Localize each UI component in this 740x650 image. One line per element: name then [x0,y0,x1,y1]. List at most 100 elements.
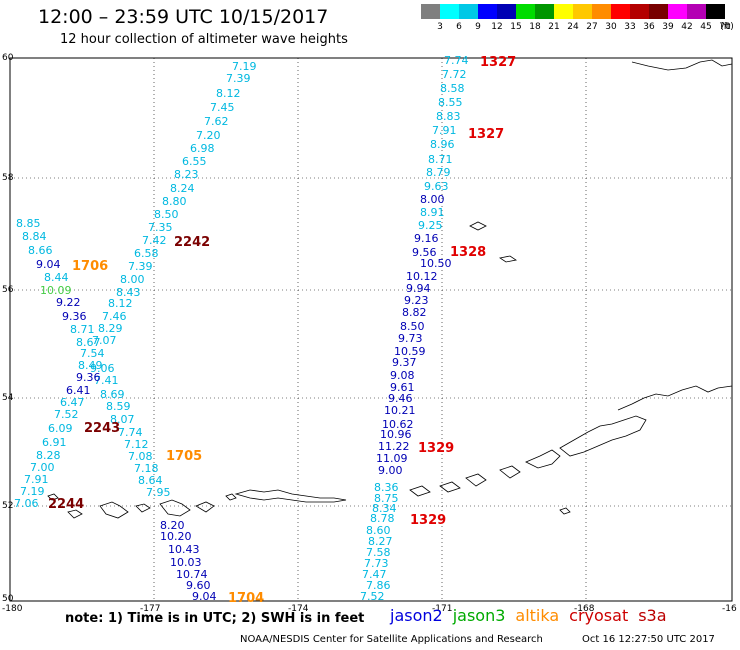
lat-tick-label: 60 [2,53,14,63]
pass-time-label: 1327 [480,55,516,70]
lon-tick-label: -180 [2,604,23,614]
legend-tick: 42 [681,22,693,32]
wave-height-label: 7.35 [148,221,173,234]
coastline-segment [234,489,347,503]
wave-height-label: 8.49 [78,359,103,372]
wave-height-label: 7.91 [432,124,457,137]
wave-height-label: 8.28 [36,449,61,462]
wave-height-label: 7.00 [30,461,55,474]
wave-height-label: 9.73 [398,332,423,345]
wave-height-label: 7.19 [20,485,45,498]
wave-height-label: 7.20 [196,129,221,142]
legend-swatch [421,4,440,19]
coastline-segment [631,59,733,71]
satellite-s3a: s3a [638,606,667,625]
wave-height-label: 6.47 [60,396,85,409]
coastline-segment [559,415,647,457]
wave-height-label: 6.98 [190,142,215,155]
coastline-segment [559,507,571,515]
wave-height-label: 7.52 [360,590,385,603]
wave-height-label: 10.43 [168,543,200,556]
wave-height-label: 6.55 [182,155,207,168]
wave-height-label: 7.74 [118,426,143,439]
wave-height-label: 7.91 [24,473,49,486]
lat-tick-label: 50 [2,594,14,604]
coastline-segment [135,503,151,513]
map-subtitle: 12 hour collection of altimeter wave hei… [60,32,348,47]
wave-height-label: 10.21 [384,404,416,417]
legend-tick: 27 [586,22,598,32]
legend-swatch [630,4,649,19]
coastline-segment [195,501,215,513]
wave-height-label: 9.36 [62,310,87,323]
wave-height-label: 7.46 [102,310,127,323]
wave-height-label: 7.73 [364,557,389,570]
axis-labels: 60 58 56 54 52 50-180 -177 -174 -171 -168 -16 [2,53,737,614]
satellite-altika: altika [515,606,560,625]
legend-tick: 9 [475,22,481,32]
wave-height-label: 8.85 [16,217,41,230]
wave-height-label: 7.18 [134,462,159,475]
coastline-segment [617,385,733,411]
wave-height-label: 8.59 [106,400,131,413]
legend-swatch [497,4,516,19]
wave-height-label: 7.42 [142,234,167,247]
wave-height-label: 7.52 [54,408,79,421]
pass-time-label: 1329 [410,513,446,528]
wave-height-label: 7.95 [146,486,171,499]
lon-tick-label: -168 [574,604,595,614]
wave-height-label: 7.58 [366,546,391,559]
wave-height-label: 7.74 [444,54,469,67]
legend-tick: 15 [510,22,522,32]
pass-time-label: 1705 [166,449,202,464]
altimeter-tracks: 7.197.398.127.457.627.206.986.558.238.24… [14,54,469,603]
wave-height-label: 7.07 [92,334,117,347]
wave-height-label: 7.12 [124,438,149,451]
wave-height-label: 9.25 [418,219,443,232]
wave-height-label: 8.96 [430,138,455,151]
wave-height-label: 11.09 [376,452,408,465]
coastline-segment [499,465,521,479]
lon-tick-label: -16 [722,604,737,614]
legend-tick: 33 [624,22,636,32]
wave-height-label: 10.59 [394,345,426,358]
legend-swatch [706,4,725,19]
wave-height-label: 10.74 [176,568,208,581]
lat-tick-label: 58 [2,173,14,183]
lon-tick-label: -177 [140,604,160,614]
wave-height-label: 8.80 [162,195,187,208]
wave-height-label: 9.08 [390,369,415,382]
coastline-segment [159,499,191,517]
wave-height-label: 10.12 [406,270,438,283]
coastline-segment [67,509,83,519]
legend-tick: 30 [605,22,617,32]
coastline-segment [498,255,518,263]
coastline-segment [465,473,487,487]
pass-time-label: 1706 [72,259,108,274]
legend-swatch [573,4,592,19]
wave-height-label: 10.62 [382,418,414,431]
wave-height-label: 6.09 [48,422,73,435]
satellite-jason2: jason2 [390,606,443,625]
wave-height-label: 7.39 [226,72,251,85]
legend-swatch [668,4,687,19]
legend-swatch [478,4,497,19]
legend-swatch [592,4,611,19]
legend-tick: (ft) [720,22,734,32]
legend-tick: 21 [548,22,560,32]
coastline-segment [439,481,461,493]
wave-height-label: 8.79 [426,166,451,179]
timestamp-text: Oct 16 12:27:50 UTC 2017 [582,634,715,645]
lat-tick-label: 56 [2,285,14,295]
wave-height-label: 9.94 [406,282,431,295]
wave-height-label: 8.66 [28,244,53,257]
legend-tick: 18 [529,22,541,32]
coastline-segment [47,493,59,501]
pass-time-label: 1327 [468,127,504,142]
wave-height-label: 8.84 [22,230,47,243]
legend-tick: 36 [643,22,655,32]
wave-height-label: 8.64 [138,474,163,487]
wave-height-label: 7.39 [128,260,153,273]
wave-height-label: 8.00 [420,193,445,206]
